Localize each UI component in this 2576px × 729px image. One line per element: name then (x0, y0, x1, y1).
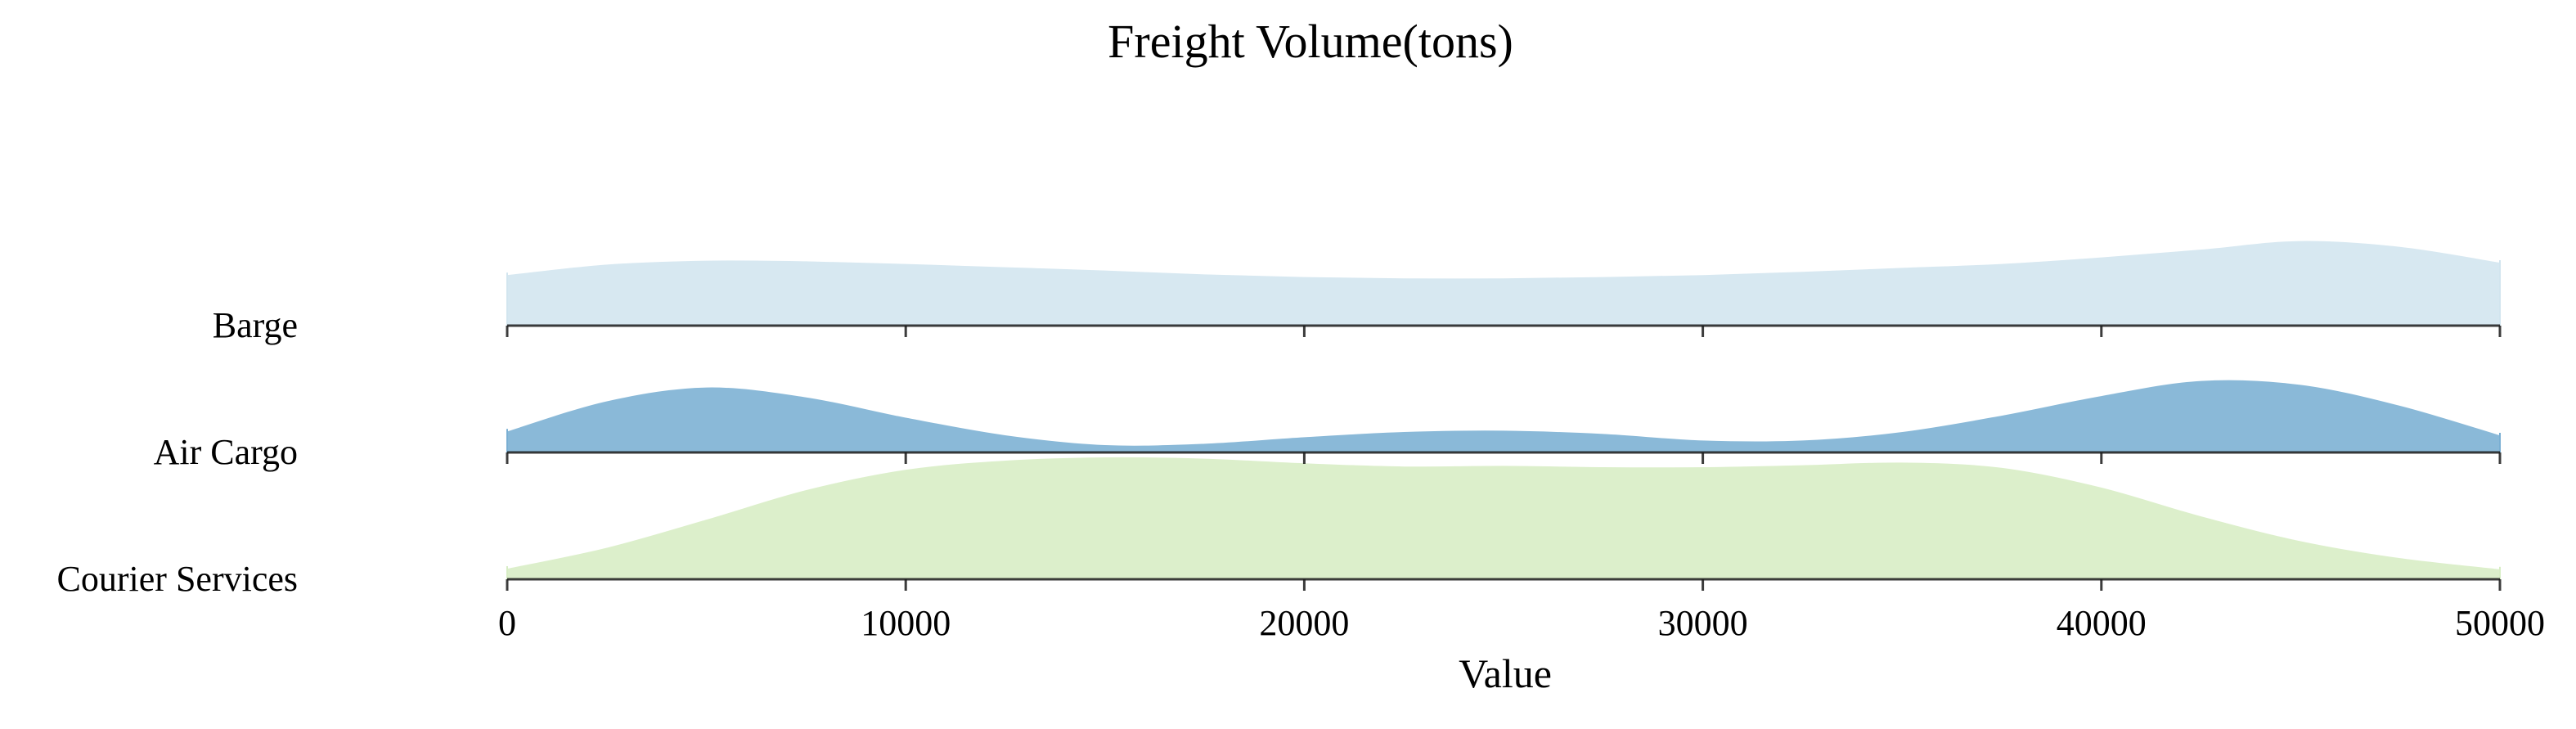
category-label-barge: Barge (213, 305, 298, 345)
ridge-area-courier-services (507, 454, 2500, 579)
ridge-outline-courier-services (506, 452, 2501, 569)
x-axis-title: Value (1459, 650, 1552, 696)
x-tick-label: 40000 (2057, 603, 2147, 643)
ridge-outline-air-cargo (506, 375, 2501, 446)
category-label-layer: Barge Air Cargo Courier Services (57, 305, 298, 599)
ridge-layer (506, 236, 2501, 579)
x-tick-label: 0 (498, 603, 516, 643)
chart-title: Freight Volume(tons) (1108, 15, 1513, 68)
x-axis: 0 10000 20000 30000 40000 50000 (498, 603, 2545, 643)
ridge-area-barge (507, 238, 2500, 326)
x-tick-label: 30000 (1658, 603, 1748, 643)
x-tick-label: 20000 (1259, 603, 1349, 643)
x-tick-label: 10000 (861, 603, 951, 643)
ridge-outline-barge (506, 236, 2501, 279)
baseline-layer (506, 324, 2502, 591)
x-tick-label: 50000 (2455, 603, 2545, 643)
category-label-air-cargo: Air Cargo (154, 432, 298, 472)
category-label-courier-services: Courier Services (57, 559, 298, 599)
